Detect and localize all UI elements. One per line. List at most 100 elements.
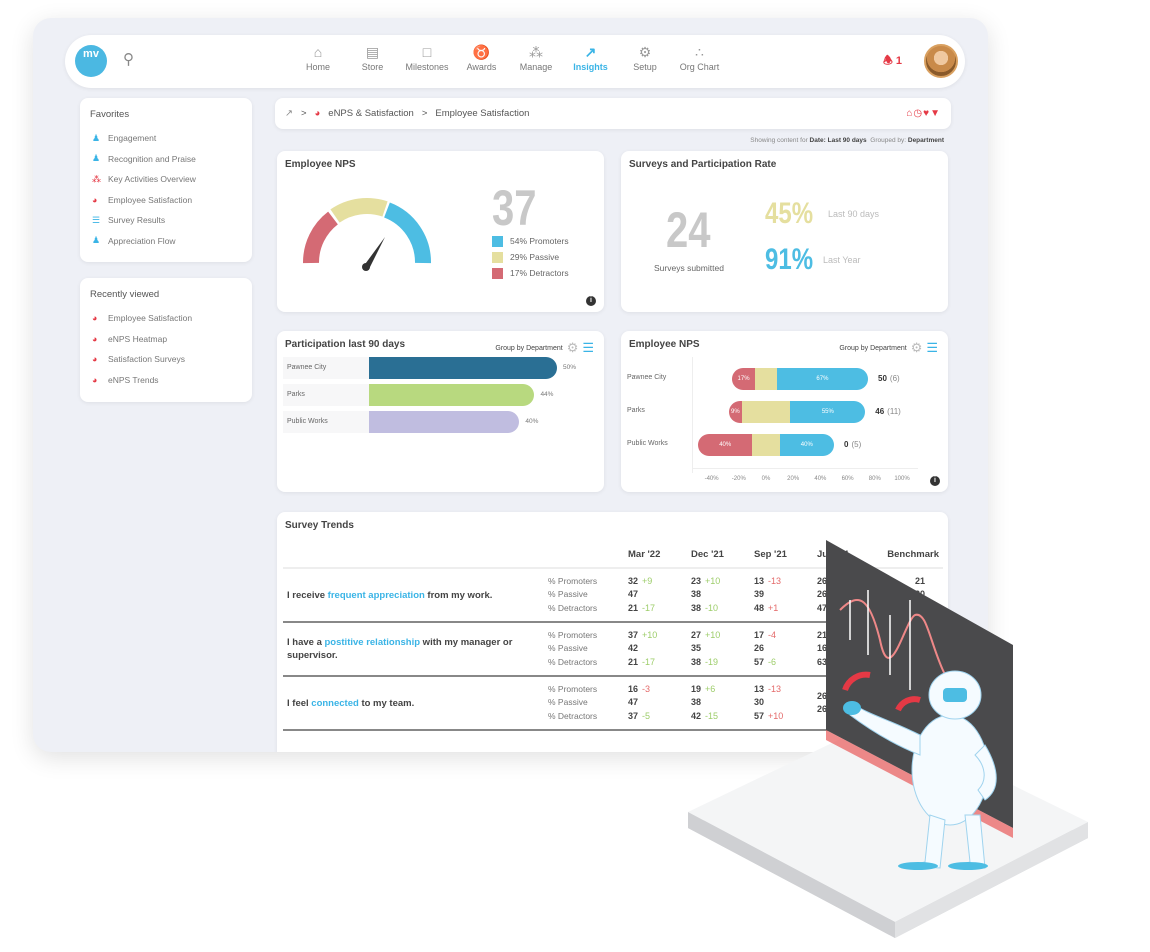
metric-change: +6 bbox=[705, 683, 716, 694]
nav-store[interactable]: ▤ Store bbox=[343, 44, 403, 72]
favorite-item[interactable]: ◕ Employee Satisfaction bbox=[80, 190, 252, 211]
participation-bar[interactable] bbox=[369, 411, 520, 433]
metric-label: % Passive bbox=[548, 697, 588, 708]
value: 57 -6 bbox=[754, 656, 817, 670]
nav-label: Home bbox=[305, 62, 330, 72]
people-icon: ⁂ bbox=[529, 44, 543, 60]
group-by-dropdown[interactable]: Group by Department bbox=[839, 344, 907, 352]
nps-passive-segment bbox=[752, 434, 780, 456]
gauge-needle bbox=[363, 237, 385, 269]
survey-count: 24 bbox=[666, 202, 711, 258]
clock-icon[interactable]: ◷ bbox=[913, 108, 924, 119]
participation-row-label: Public Works bbox=[283, 411, 369, 433]
favorite-item[interactable]: ⁂ Key Activities Overview bbox=[80, 169, 252, 190]
info-icon[interactable]: i bbox=[586, 296, 596, 306]
top-nav-bar: mv ⚲ ⌂ Home ▤ Store □ Milestones ♉ Awards ⁂ Manag… bbox=[65, 35, 965, 88]
metric-change: -15 bbox=[705, 710, 719, 721]
home-icon[interactable]: ⌂ bbox=[906, 108, 914, 119]
column-header: Benchmark bbox=[887, 549, 939, 560]
nav-manage[interactable]: ⁂ Manage bbox=[506, 44, 566, 72]
participation-bar[interactable] bbox=[369, 384, 535, 406]
value: 37 -5 bbox=[628, 710, 691, 724]
avatar[interactable] bbox=[924, 44, 958, 78]
metric-value: 30 bbox=[754, 697, 765, 708]
value: 42 bbox=[628, 642, 691, 656]
nav-setup[interactable]: ⚙ Setup bbox=[615, 44, 675, 72]
nps-passive-segment bbox=[741, 401, 791, 423]
breadcrumb-section[interactable]: eNPS & Satisfaction bbox=[328, 108, 414, 119]
nav-insights[interactable]: ↗ Insights bbox=[561, 44, 621, 72]
info-icon[interactable]: i bbox=[930, 476, 940, 486]
filter-icon[interactable]: ▼ bbox=[930, 108, 941, 119]
axis-tick-label: 80% bbox=[868, 476, 881, 482]
heart-icon[interactable]: ♥ bbox=[923, 108, 931, 119]
nps-score-value: 50 bbox=[878, 374, 887, 383]
search-icon[interactable]: ⚲ bbox=[123, 51, 134, 68]
group-by-dropdown[interactable]: Group by Department bbox=[495, 344, 563, 352]
gauge-promoters bbox=[383, 202, 432, 264]
insights-icon[interactable]: ↗ bbox=[285, 108, 293, 119]
favorite-icon: ♟ bbox=[92, 153, 101, 164]
value: 21 bbox=[817, 629, 880, 643]
list-icon[interactable]: ☰ bbox=[582, 340, 594, 355]
axis-tick-label: 0% bbox=[761, 476, 771, 482]
metric-change: -13 bbox=[768, 575, 782, 586]
value-cell: 13 -13 39 48 +1 bbox=[754, 568, 817, 622]
nps-stacked-bar[interactable]: 9% 55% bbox=[729, 401, 866, 423]
metric-labels: % Promoters % Passive % Detractors bbox=[548, 676, 628, 730]
nav-milestones[interactable]: □ Milestones bbox=[397, 44, 457, 72]
favorite-item[interactable]: ☰ Survey Results bbox=[80, 210, 252, 231]
favorite-item[interactable]: ♟ Appreciation Flow bbox=[80, 231, 252, 252]
favorite-item[interactable]: ♟ Recognition and Praise bbox=[80, 149, 252, 170]
recent-item[interactable]: ◕ Employee Satisfaction bbox=[80, 308, 252, 329]
favorite-icon: ♟ bbox=[92, 235, 101, 246]
gear-icon[interactable]: ⚙ bbox=[910, 340, 923, 355]
metric-value: 26 bbox=[817, 575, 828, 586]
nav-awards[interactable]: ♉ Awards bbox=[452, 44, 512, 72]
recent-item[interactable]: ◕ eNPS Trends bbox=[80, 370, 252, 391]
logo[interactable]: mv bbox=[75, 45, 107, 77]
legend-item: 29% Passive bbox=[492, 249, 569, 265]
participation-bar[interactable] bbox=[369, 357, 557, 379]
survey-count-label: Surveys submitted bbox=[654, 263, 724, 273]
metric-value: 13 bbox=[754, 575, 765, 586]
nps-score-value: 46 bbox=[875, 407, 885, 416]
value: 15-7 bbox=[691, 751, 754, 753]
favorites-panel: Favorites ♟ Engagement ♟ Recognition and Pr… bbox=[80, 98, 252, 262]
value-cell: 15-7 bbox=[691, 730, 754, 753]
notification-bell[interactable]: 🕭 1 bbox=[883, 52, 902, 71]
recent-item[interactable]: ◕ eNPS Heatmap bbox=[80, 329, 252, 350]
breadcrumb: ↗ > ◕ eNPS & Satisfaction > Employee Sat… bbox=[275, 98, 951, 129]
axis-tick-label: -40% bbox=[704, 476, 719, 482]
nav-org-chart[interactable]: ∴ Org Chart bbox=[670, 44, 730, 72]
metric-label: % Passive bbox=[548, 589, 588, 600]
recent-title: Recently viewed bbox=[90, 289, 160, 300]
question: I have a postitive relationship with my … bbox=[283, 622, 548, 676]
value: 26 bbox=[817, 588, 880, 602]
nav-home[interactable]: ⌂ Home bbox=[288, 44, 348, 72]
value-cell: 26 26 47 bbox=[817, 568, 880, 622]
metric-value: 26 bbox=[817, 704, 828, 714]
card-title: Participation last 90 days bbox=[285, 339, 406, 350]
metric-value: 47 bbox=[628, 697, 639, 708]
nav-label: Org Chart bbox=[679, 62, 720, 72]
recent-item[interactable]: ◕ Satisfaction Surveys bbox=[80, 349, 252, 370]
bell-icon: 🕭 bbox=[883, 55, 893, 67]
column-header: Sep '21 bbox=[754, 549, 787, 560]
home-icon: ⌂ bbox=[313, 44, 323, 60]
favorite-item[interactable]: ♟ Engagement bbox=[80, 128, 252, 149]
insights-icon: ↗ bbox=[584, 44, 597, 60]
metric-value: 38 bbox=[691, 589, 702, 600]
list-icon[interactable]: ☰ bbox=[926, 340, 938, 355]
question-text: with my manager or supervisor. bbox=[287, 637, 513, 661]
nps-stacked-bar[interactable]: 40% 40% bbox=[698, 434, 834, 456]
gear-icon[interactable]: ⚙ bbox=[566, 340, 579, 355]
metric-value: 26 bbox=[817, 589, 828, 600]
nps-stacked-bar[interactable]: 17% 67% bbox=[732, 368, 868, 390]
value: 38 bbox=[691, 588, 754, 602]
question-text: to my team. bbox=[358, 697, 415, 709]
nps-row-label: Public Works bbox=[627, 440, 668, 447]
metric-change: -3 bbox=[642, 683, 651, 694]
metric-value: 48 bbox=[754, 602, 765, 613]
